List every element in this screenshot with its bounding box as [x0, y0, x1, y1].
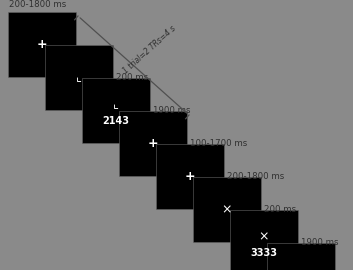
- Bar: [45, 45, 113, 110]
- Bar: [8, 12, 76, 77]
- Bar: [82, 78, 150, 143]
- Text: +: +: [185, 170, 195, 183]
- Text: 1900 ms: 1900 ms: [301, 238, 339, 247]
- Text: +: +: [148, 137, 158, 150]
- Bar: [193, 177, 261, 242]
- Text: 200 ms: 200 ms: [264, 205, 296, 214]
- Text: ⌞: ⌞: [76, 71, 82, 84]
- Text: 200 ms: 200 ms: [116, 73, 148, 82]
- Text: ⨯: ⨯: [259, 230, 269, 243]
- Bar: [119, 111, 187, 176]
- Text: 1900 ms: 1900 ms: [153, 106, 191, 115]
- Text: 200-1800 ms: 200-1800 ms: [227, 172, 284, 181]
- Text: +: +: [296, 269, 306, 270]
- Text: ⌞: ⌞: [113, 98, 119, 111]
- Text: 1 trial=2 TRs=4 s: 1 trial=2 TRs=4 s: [121, 24, 178, 75]
- Bar: [156, 144, 224, 209]
- Text: 100-1700 ms: 100-1700 ms: [190, 139, 247, 148]
- Text: 3333: 3333: [251, 248, 277, 258]
- Text: 200-1800 ms: 200-1800 ms: [9, 0, 66, 9]
- Bar: [267, 243, 335, 270]
- Text: 2143: 2143: [102, 116, 130, 126]
- Bar: [230, 210, 298, 270]
- Text: +: +: [37, 38, 47, 51]
- Text: ⨯: ⨯: [222, 203, 232, 216]
